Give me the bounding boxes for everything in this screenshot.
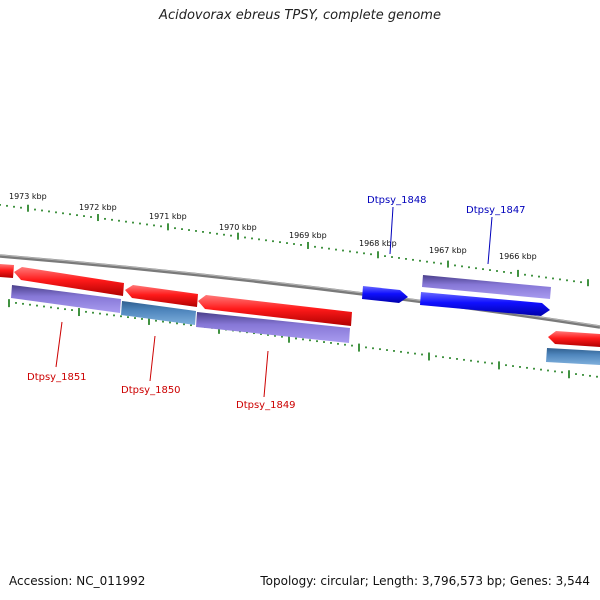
scale-label-1969: 1969 kbp bbox=[289, 231, 327, 240]
gene-arrow-dtpsy-1849[interactable] bbox=[198, 295, 352, 326]
cds-bar-partial-right[interactable] bbox=[546, 348, 600, 365]
scale-label-1967: 1967 kbp bbox=[429, 246, 467, 255]
gene-arrow-dtpsy-1848[interactable] bbox=[362, 286, 408, 303]
accession-text: Accession: NC_011992 bbox=[9, 574, 146, 588]
scale-label-1972: 1972 kbp bbox=[79, 203, 117, 212]
scale-label-1973: 1973 kbp bbox=[9, 192, 47, 201]
genome-backbone bbox=[0, 254, 600, 329]
cds-bar-dtpsy-1849[interactable] bbox=[196, 312, 350, 343]
gene-arrow-partial-right[interactable] bbox=[548, 331, 600, 347]
gene-label-dtpsy-1851[interactable]: Dtpsy_1851 bbox=[27, 372, 87, 383]
scale-label-1966: 1966 kbp bbox=[499, 252, 537, 261]
cds-bar-dtpsy-1850[interactable] bbox=[121, 301, 196, 325]
scale-label-1971: 1971 kbp bbox=[149, 212, 187, 221]
gene-arrow-partial-left[interactable] bbox=[0, 264, 14, 278]
scale-label-1968: 1968 kbp bbox=[359, 239, 397, 248]
leader-line-dtpsy-1850 bbox=[149, 335, 156, 382]
leader-line-dtpsy-1847 bbox=[487, 216, 493, 265]
gene-arrow-dtpsy-1850[interactable] bbox=[125, 285, 198, 307]
gene-arrow-dtpsy-1851[interactable] bbox=[14, 267, 124, 296]
gene-label-dtpsy-1849[interactable]: Dtpsy_1849 bbox=[236, 400, 296, 411]
gene-arrow-dtpsy-1847[interactable] bbox=[420, 292, 550, 316]
gene-label-dtpsy-1848[interactable]: Dtpsy_1848 bbox=[367, 195, 427, 206]
leader-line-dtpsy-1848 bbox=[389, 206, 394, 255]
genome-summary-text: Topology: circular; Length: 3,796,573 bp… bbox=[260, 574, 590, 588]
outer-tick-scale bbox=[0, 204, 589, 287]
gene-label-dtpsy-1850[interactable]: Dtpsy_1850 bbox=[121, 385, 181, 396]
cds-bar-dtpsy-1847[interactable] bbox=[422, 275, 551, 299]
leader-line-dtpsy-1851 bbox=[55, 321, 63, 368]
gene-label-dtpsy-1847[interactable]: Dtpsy_1847 bbox=[466, 205, 526, 216]
scale-label-1970: 1970 kbp bbox=[219, 223, 257, 232]
map-title: Acidovorax ebreus TPSY, complete genome bbox=[159, 8, 441, 23]
leader-line-dtpsy-1849 bbox=[263, 350, 269, 398]
cds-bar-dtpsy-1851[interactable] bbox=[11, 285, 121, 313]
